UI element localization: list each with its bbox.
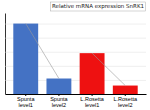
y-axis xyxy=(5,14,146,95)
bar xyxy=(46,79,71,94)
bar xyxy=(13,24,38,94)
x-tick-label-line: level1 xyxy=(85,102,99,108)
x-tick-label: Spuntalevel2 xyxy=(50,96,68,108)
x-axis-line xyxy=(6,94,147,95)
x-tick: L.Rosettalevel2 xyxy=(113,94,137,108)
chart: Spuntalevel1 Spuntalevel2 L.Rosettalevel1 L… xyxy=(0,0,150,110)
x-tick-label: Spuntalevel1 xyxy=(17,96,35,108)
grid-line xyxy=(5,94,146,95)
x-tick-label: L.Rosettalevel2 xyxy=(113,96,137,108)
connector-line xyxy=(26,24,59,79)
x-tick: Spuntalevel1 xyxy=(17,94,35,108)
x-tick: Spuntalevel2 xyxy=(50,94,68,108)
x-tick-label-line: level2 xyxy=(52,102,66,108)
annotation-box xyxy=(50,2,145,11)
bar xyxy=(113,86,138,94)
bar xyxy=(80,53,105,94)
annotation: Relative mRNA expression SnRK1 xyxy=(50,2,145,11)
annotation-text: Relative mRNA expression SnRK1 xyxy=(52,3,144,10)
y-axis-line xyxy=(5,14,6,95)
x-tick-label-line: level2 xyxy=(118,102,132,108)
y-tick xyxy=(5,94,146,95)
x-tick-label: L.Rosettalevel1 xyxy=(80,96,104,108)
plot: Spuntalevel1 Spuntalevel2 L.Rosettalevel1 L… xyxy=(5,14,147,108)
x-tick: L.Rosettalevel1 xyxy=(80,94,104,108)
marks xyxy=(13,24,137,94)
x-axis: Spuntalevel1 Spuntalevel2 L.Rosettalevel1 L… xyxy=(6,94,147,108)
x-tick-label-line: level1 xyxy=(19,102,33,108)
connector-line xyxy=(92,53,125,85)
